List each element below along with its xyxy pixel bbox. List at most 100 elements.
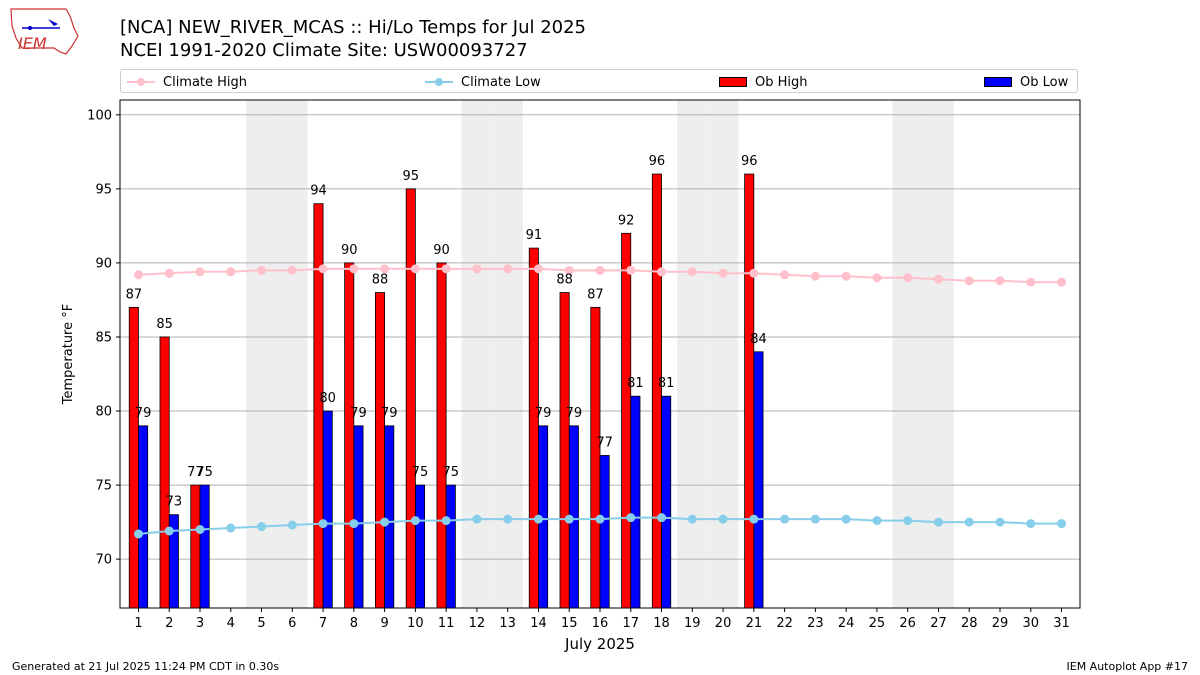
ob-high-bar-10 <box>405 188 416 609</box>
y-tick-label-90: 90 <box>95 256 112 271</box>
climate-high-point-16 <box>595 265 605 275</box>
ob-high-bar-1 <box>128 306 139 609</box>
x-tick-label-31: 31 <box>1053 616 1070 631</box>
climate-high-point-14 <box>533 264 543 274</box>
ob-high-bar-15 <box>559 292 570 609</box>
legend-item-climate-low: Climate Low <box>425 70 541 94</box>
ob-high-bar-16 <box>590 306 601 609</box>
ob-high-label-3: 77 <box>187 465 204 480</box>
weekend-shade-day-27 <box>923 100 954 608</box>
climate-low-point-24 <box>841 514 851 524</box>
legend-item-climate-high: Climate High <box>127 70 247 94</box>
ob-high-label-16: 87 <box>587 287 604 302</box>
ob-high-label-1: 87 <box>126 287 143 302</box>
climate-high-point-30 <box>1026 277 1036 287</box>
ob-low-label-11: 75 <box>442 465 459 480</box>
ob-high-bar-3 <box>190 484 201 609</box>
generated-timestamp: Generated at 21 Jul 2025 11:24 PM CDT in… <box>12 660 280 673</box>
x-tick-label-6: 6 <box>288 616 296 631</box>
ob-low-label-9: 79 <box>381 406 398 421</box>
climate-low-point-31 <box>1057 519 1067 529</box>
climate-high-point-8 <box>349 264 359 274</box>
x-tick-label-24: 24 <box>838 616 855 631</box>
climate-low-point-9 <box>380 517 390 527</box>
weekend-shade-day-5 <box>246 100 277 608</box>
climate-low-point-14 <box>533 514 543 524</box>
x-tick-label-11: 11 <box>438 616 455 631</box>
climate-high-point-9 <box>380 264 390 274</box>
x-tick-label-4: 4 <box>227 616 235 631</box>
climate-high-point-11 <box>441 264 451 274</box>
ob-high-bar-11 <box>436 262 447 609</box>
climate-high-point-18 <box>657 267 667 277</box>
climate-low-point-22 <box>780 514 790 524</box>
climate-low-point-6 <box>287 520 297 530</box>
ob-low-label-8: 79 <box>350 406 367 421</box>
ob-high-label-18: 96 <box>649 154 666 169</box>
ob-low-label-2: 73 <box>166 495 183 510</box>
chart-legend: Climate High Climate Low Ob High Ob Low <box>120 69 1078 93</box>
ob-high-bar-8 <box>344 262 355 609</box>
ob-high-bar-2 <box>159 336 170 609</box>
ob-high-label-17: 92 <box>618 213 635 228</box>
climate-high-point-6 <box>287 265 297 275</box>
climate-low-point-1 <box>133 529 143 539</box>
ob-low-bar-16 <box>599 455 610 609</box>
ob-low-bar-1 <box>138 425 149 609</box>
climate-low-point-18 <box>657 513 667 523</box>
legend-label-ob-low: Ob Low <box>1020 74 1069 90</box>
ob-low-label-14: 79 <box>535 406 552 421</box>
ob-high-label-8: 90 <box>341 243 358 258</box>
ob-high-label-7: 94 <box>310 184 327 199</box>
ob-high-label-10: 95 <box>402 169 419 184</box>
x-tick-label-30: 30 <box>1022 616 1039 631</box>
ob-low-bar-8 <box>353 425 364 609</box>
climate-lines <box>133 264 1067 539</box>
x-axis-label: July 2025 <box>564 635 635 653</box>
climate-high-point-17 <box>626 265 636 275</box>
climate-low-point-23 <box>810 514 820 524</box>
climate-low-point-19 <box>687 514 697 524</box>
climate-high-point-7 <box>318 264 328 274</box>
climate-high-point-15 <box>564 265 574 275</box>
ob-low-label-10: 75 <box>412 465 429 480</box>
legend-swatch-ob-high <box>719 77 747 87</box>
chart-subtitle: NCEI 1991-2020 Climate Site: USW00093727 <box>120 40 528 61</box>
weekend-shade-day-26 <box>892 100 924 608</box>
y-axis-ticks: 70 75 80 85 90 95 100 <box>87 108 120 568</box>
bar-value-labels: 8779857377759480907988799575907591798879… <box>126 154 767 510</box>
climate-low-point-25 <box>872 516 882 526</box>
weekend-shading <box>246 100 954 608</box>
climate-high-point-1 <box>133 270 143 280</box>
climate-low-point-27 <box>933 517 943 527</box>
x-tick-label-28: 28 <box>961 616 978 631</box>
weekend-shade-day-12 <box>461 100 493 608</box>
app-credit: IEM Autoplot App #17 <box>1066 660 1189 673</box>
climate-low-point-10 <box>410 516 420 526</box>
climate-high-point-4 <box>226 267 236 277</box>
ob-low-bar-11 <box>445 484 456 609</box>
climate-high-point-31 <box>1057 277 1067 287</box>
climate-high-point-13 <box>503 264 513 274</box>
logo-text: IEM <box>18 34 47 53</box>
ob-high-bar-14 <box>528 247 539 609</box>
weekend-shade-day-19 <box>676 100 708 608</box>
legend-label-ob-high: Ob High <box>755 74 808 90</box>
climate-high-point-27 <box>933 274 943 284</box>
x-tick-label-23: 23 <box>807 616 824 631</box>
y-axis-label: Temperature °F <box>61 304 76 405</box>
observed-bars <box>128 173 764 609</box>
ob-high-bar-17 <box>621 232 632 609</box>
climate-low-point-16 <box>595 514 605 524</box>
x-tick-label-29: 29 <box>992 616 1009 631</box>
x-tick-label-9: 9 <box>380 616 388 631</box>
climate-high-point-29 <box>995 276 1005 286</box>
x-tick-label-14: 14 <box>530 616 547 631</box>
x-tick-label-13: 13 <box>499 616 516 631</box>
x-tick-label-18: 18 <box>653 616 670 631</box>
legend-item-ob-high: Ob High <box>719 70 808 94</box>
y-tick-label-75: 75 <box>95 479 112 494</box>
x-axis-ticks: 1 2 3 4 5 6 7 8 9 10 11 12 13 14 15 16 17 18 19 20 21 22 23 24 2… <box>134 608 1070 631</box>
x-tick-label-17: 17 <box>622 616 639 631</box>
